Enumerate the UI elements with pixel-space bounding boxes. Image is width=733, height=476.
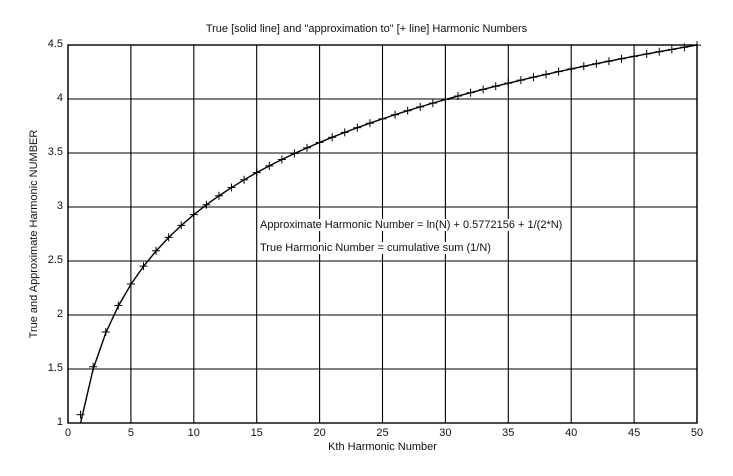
chart-title: True [solid line] and "approximation to"… [205, 23, 528, 35]
x-tick-label: 30 [439, 427, 452, 439]
y-tick-label: 3 [56, 200, 63, 212]
data-series [76, 41, 701, 424]
x-tick-label: 50 [690, 427, 704, 439]
x-tick-label: 25 [376, 427, 389, 439]
annotation-approximate: Approximate Harmonic Number = ln(N) + 0.… [259, 219, 564, 231]
y-tick-label: 2.5 [47, 254, 63, 266]
x-tick-label: 15 [250, 427, 263, 439]
grid-lines [67, 44, 698, 424]
x-tick-label: 10 [187, 427, 200, 439]
true-harmonic-line [79, 44, 698, 424]
x-tick-label: 45 [627, 427, 641, 439]
x-tick-label: 40 [565, 427, 578, 439]
y-tick-label: 1.5 [47, 362, 63, 374]
y-tick-label: 3.5 [47, 146, 63, 158]
approx-harmonic-markers [76, 41, 701, 419]
x-tick-label: 35 [502, 427, 515, 439]
y-tick-label: 2 [56, 308, 63, 320]
y-tick-label: 4 [56, 92, 63, 104]
y-tick-label: 1 [56, 416, 63, 428]
x-tick-label: 5 [127, 427, 134, 439]
x-tick-label: 0 [64, 427, 72, 439]
y-tick-label: 4.5 [47, 38, 63, 50]
annotation-true: True Harmonic Number = cumulative sum (1… [259, 242, 492, 254]
x-tick-label: 20 [313, 427, 326, 439]
x-axis-label: Kth Harmonic Number [328, 441, 437, 453]
plot-frame [67, 44, 698, 424]
